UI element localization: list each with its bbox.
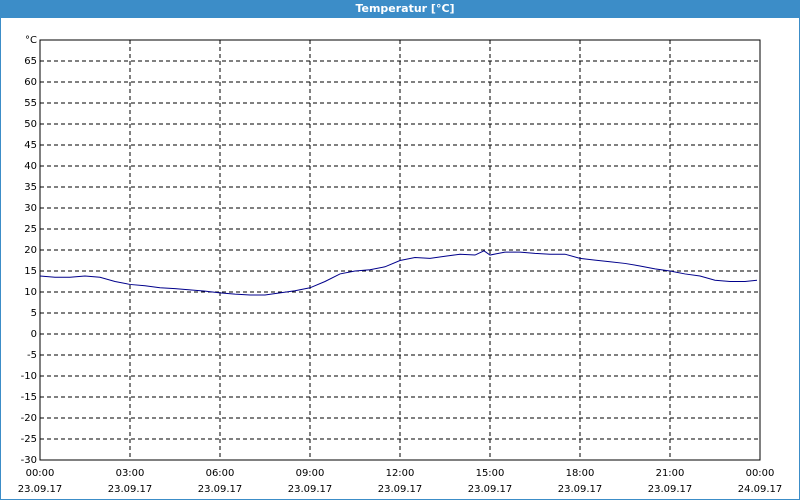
x-tick-date: 23.09.17 (108, 484, 153, 495)
y-tick-label: 10 (24, 287, 37, 298)
x-tick-date: 23.09.17 (288, 484, 333, 495)
x-tick-label: 21:00 (656, 468, 685, 479)
x-tick-label: 09:00 (296, 468, 325, 479)
y-tick-label: 45 (24, 140, 37, 151)
x-tick-date: 23.09.17 (378, 484, 423, 495)
x-tick-date: 23.09.17 (558, 484, 603, 495)
x-tick-label: 15:00 (476, 468, 505, 479)
y-tick-label: -5 (27, 350, 37, 361)
y-tick-label: 50 (24, 119, 37, 130)
y-tick-label: 20 (24, 245, 37, 256)
x-tick-date: 23.09.17 (648, 484, 693, 495)
y-tick-label: 40 (24, 161, 37, 172)
y-tick-label: -25 (21, 434, 37, 445)
plot-border (39, 39, 761, 461)
y-tick-label: °C (25, 35, 37, 46)
y-tick-label: 30 (24, 203, 37, 214)
y-tick-label: 55 (24, 98, 37, 109)
x-tick-label: 18:00 (566, 468, 595, 479)
y-tick-label: 35 (24, 182, 37, 193)
y-tick-label: 0 (31, 329, 37, 340)
title-bar (0, 0, 800, 18)
x-tick-label: 06:00 (206, 468, 235, 479)
y-tick-label: 5 (31, 308, 37, 319)
x-tick-date: 23.09.17 (468, 484, 513, 495)
temperature-line (39, 250, 758, 296)
x-tick-label: 03:00 (116, 468, 145, 479)
y-tick-label: -30 (21, 455, 37, 466)
x-tick-date: 23.09.17 (18, 484, 63, 495)
y-tick-label: -15 (21, 392, 37, 403)
x-tick-label: 00:00 (746, 468, 775, 479)
chart-title: Temperatur [°C] (355, 2, 454, 15)
x-tick-date: 23.09.17 (198, 484, 243, 495)
y-tick-label: -20 (21, 413, 37, 424)
y-tick-label: 25 (24, 224, 37, 235)
y-tick-label: 15 (24, 266, 37, 277)
x-tick-label: 00:00 (26, 468, 55, 479)
y-tick-label: 65 (24, 56, 37, 67)
y-tick-label: 60 (24, 77, 37, 88)
x-tick-date: 24.09.17 (738, 484, 783, 495)
x-tick-label: 12:00 (386, 468, 415, 479)
y-tick-label: -10 (21, 371, 37, 382)
